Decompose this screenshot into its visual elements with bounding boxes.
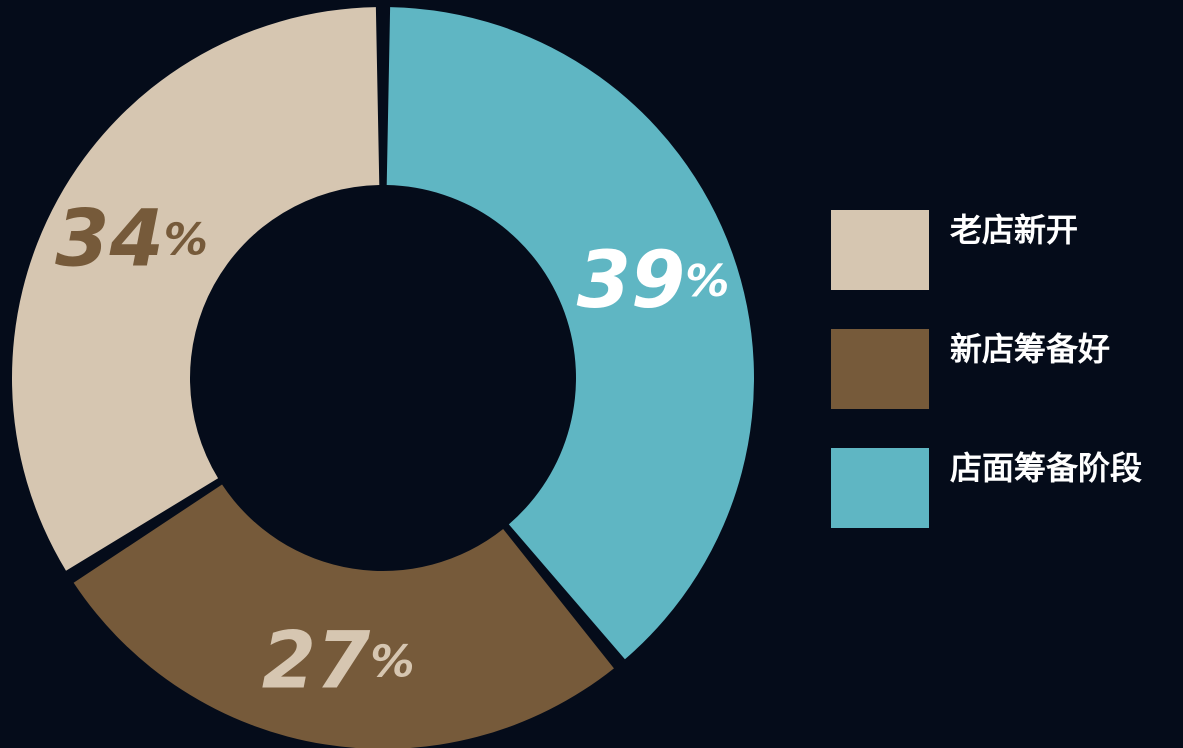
donut-value-labels: 39% 27% 34% [55, 195, 729, 707]
legend-label: 店面筹备阶段 [950, 449, 1143, 487]
donut-slices [12, 7, 754, 748]
slice-old-store-reopen [12, 7, 380, 571]
legend-label: 新店筹备好 [950, 330, 1111, 368]
legend-item-old-store-reopen: 老店新开 [831, 210, 1181, 290]
value-label-store-preparation: 39% [577, 236, 730, 326]
legend-swatch [831, 448, 929, 528]
legend-swatch [831, 210, 929, 290]
slice-new-store-ready [73, 484, 614, 748]
legend-item-new-store-ready: 新店筹备好 [831, 329, 1181, 409]
value-label-new-store-ready: 27% [262, 616, 415, 706]
legend-item-store-preparation: 店面筹备阶段 [831, 448, 1181, 528]
slice-store-preparation [386, 7, 754, 660]
legend-swatch [831, 329, 929, 409]
value-label-old-store-reopen: 34% [55, 195, 208, 285]
legend-label: 老店新开 [950, 211, 1079, 249]
